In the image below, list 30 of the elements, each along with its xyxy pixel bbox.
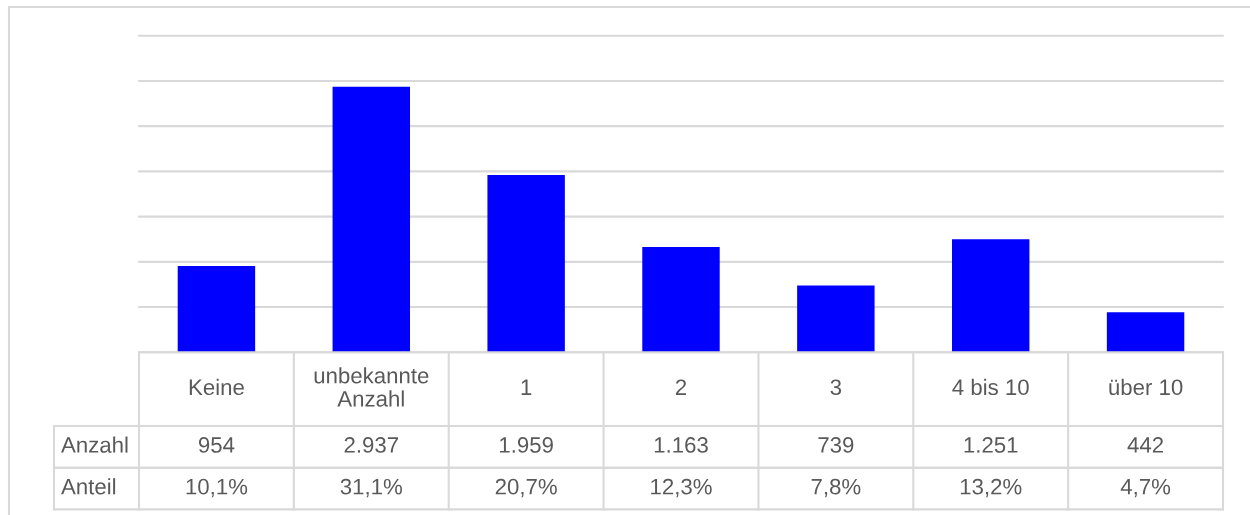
bar: [332, 86, 410, 353]
x-tick-label: 4 bis 10: [952, 378, 1029, 396]
data-label: 1.959: [500, 437, 553, 453]
data-label: 442: [1127, 437, 1163, 453]
data-label: 954: [198, 437, 235, 453]
text: 31,1%: [340, 478, 402, 498]
x-tick-label: Keine: [189, 378, 244, 396]
data-label: 1.163: [654, 437, 708, 453]
data-label: 1.251: [964, 437, 1018, 453]
text: 4,7%: [1120, 478, 1171, 498]
x-tick-label: 2: [675, 379, 687, 395]
x-tick-label: unbekannte Anzahl: [314, 367, 429, 407]
text: 20,7%: [495, 478, 557, 498]
text: 10,1%: [186, 478, 248, 498]
data-label: 2.937: [344, 437, 398, 453]
x-tick-label: über 10: [1109, 378, 1183, 396]
text: 12,3%: [651, 478, 712, 498]
x-tick-label: 3: [830, 379, 842, 396]
bar: [177, 266, 256, 353]
text: 7,8%: [811, 478, 861, 498]
bar: [797, 285, 875, 353]
text: Anzahl: [61, 436, 128, 453]
text: 13,2%: [960, 478, 1022, 498]
bar: [1106, 312, 1185, 353]
bar: [487, 175, 565, 353]
text: Anteil: [61, 478, 116, 495]
x-tick-label: 1: [521, 379, 532, 395]
data-label: 739: [818, 437, 854, 453]
bar: [642, 247, 720, 353]
bar: [952, 239, 1030, 353]
